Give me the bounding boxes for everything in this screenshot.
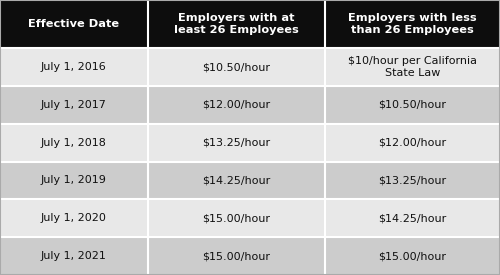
Bar xyxy=(148,0,325,48)
Bar xyxy=(325,162,500,199)
Text: July 1, 2018: July 1, 2018 xyxy=(41,138,106,148)
Bar xyxy=(148,124,325,162)
Bar xyxy=(0,86,148,124)
Bar xyxy=(148,86,325,124)
Text: $12.00/hour: $12.00/hour xyxy=(202,100,270,110)
Bar xyxy=(0,0,148,48)
Text: $14.25/hour: $14.25/hour xyxy=(202,175,270,185)
Bar xyxy=(0,237,148,275)
Text: July 1, 2021: July 1, 2021 xyxy=(41,251,106,261)
Bar xyxy=(148,48,325,86)
Bar xyxy=(0,162,148,199)
Text: July 1, 2019: July 1, 2019 xyxy=(41,175,106,185)
Bar xyxy=(148,162,325,199)
Text: $13.25/hour: $13.25/hour xyxy=(202,138,270,148)
Text: $12.00/hour: $12.00/hour xyxy=(378,138,446,148)
Bar xyxy=(325,0,500,48)
Bar xyxy=(325,124,500,162)
Text: July 1, 2020: July 1, 2020 xyxy=(41,213,106,223)
Text: $15.00/hour: $15.00/hour xyxy=(378,251,446,261)
Text: July 1, 2017: July 1, 2017 xyxy=(41,100,106,110)
Bar xyxy=(0,124,148,162)
Text: July 1, 2016: July 1, 2016 xyxy=(41,62,106,72)
Text: Employers with at
least 26 Employees: Employers with at least 26 Employees xyxy=(174,13,298,35)
Bar xyxy=(148,199,325,237)
Bar xyxy=(325,199,500,237)
Bar xyxy=(0,48,148,86)
Text: $10.50/hour: $10.50/hour xyxy=(378,100,446,110)
Bar xyxy=(325,48,500,86)
Text: $14.25/hour: $14.25/hour xyxy=(378,213,446,223)
Text: $15.00/hour: $15.00/hour xyxy=(202,213,270,223)
Bar xyxy=(325,237,500,275)
Text: Employers with less
than 26 Employees: Employers with less than 26 Employees xyxy=(348,13,477,35)
Bar xyxy=(148,237,325,275)
Text: $10.50/hour: $10.50/hour xyxy=(202,62,270,72)
Text: $10/hour per California
State Law: $10/hour per California State Law xyxy=(348,56,477,78)
Text: $15.00/hour: $15.00/hour xyxy=(202,251,270,261)
Text: $13.25/hour: $13.25/hour xyxy=(378,175,446,185)
Text: Effective Date: Effective Date xyxy=(28,19,120,29)
Bar xyxy=(325,86,500,124)
Bar xyxy=(0,199,148,237)
